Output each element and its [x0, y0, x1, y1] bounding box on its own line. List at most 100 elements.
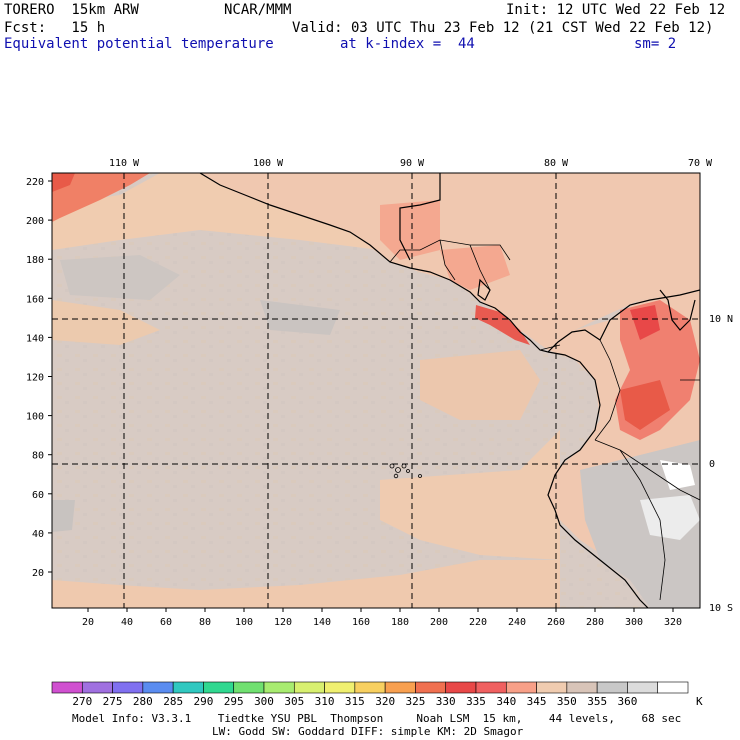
colorbar-swatch [354, 681, 386, 694]
model-name: TORERO 15km ARW [4, 2, 139, 18]
colorbar-swatch [172, 681, 204, 694]
cool-patch-1 [60, 255, 180, 300]
x-tick-label: 80 [199, 617, 211, 628]
y-tick-label: 60 [32, 490, 44, 501]
colorbar-label: 295 [224, 695, 244, 708]
colorbar-unit: K [696, 695, 703, 708]
x-tick-label: 200 [430, 617, 448, 628]
hot-patch-northwest [52, 173, 150, 222]
x-tick-label: 160 [352, 617, 370, 628]
x-tick-label: 260 [547, 617, 565, 628]
colorbar-swatch [384, 681, 416, 694]
coastlines [199, 173, 700, 608]
physics-info: LW: Godd SW: Goddard DIFF: simple KM: 2D… [212, 725, 524, 738]
warm-band-east [380, 430, 560, 560]
colorbar-label: 325 [405, 695, 425, 708]
y-tick-label: 100 [26, 412, 44, 423]
cold-patch-andes [640, 495, 700, 540]
hot-land-costa-rica [475, 305, 530, 345]
y-grid-ticks: 220 200 180 160 140 120 100 80 60 40 20 [26, 177, 52, 579]
map-frame [51, 172, 701, 609]
y-tick-label: 40 [32, 529, 44, 540]
model-info: Model Info: V3.3.1 Tiedtke YSU PBL Thomp… [72, 712, 682, 725]
lon-label: 100 W [253, 158, 284, 169]
forecast-hour: Fcst: 15 h [4, 20, 106, 36]
warm-band-west [52, 300, 160, 345]
colorbar-label: 305 [284, 695, 304, 708]
colorbar-label: 340 [496, 695, 516, 708]
colorbar-swatch [263, 681, 295, 694]
x-tick-label: 280 [586, 617, 604, 628]
lon-label: 70 W [688, 158, 713, 169]
colorbar-swatch [627, 681, 659, 694]
warm-band-south [52, 560, 560, 608]
x-tick-label: 300 [625, 617, 643, 628]
colorbar-label: 310 [315, 695, 335, 708]
colorbar-label: 350 [557, 695, 577, 708]
x-tick-label: 320 [664, 617, 682, 628]
graticule [52, 173, 700, 608]
y-tick-label: 140 [26, 333, 44, 344]
colorbar-swatch [415, 681, 447, 694]
colorbar-swatch [51, 681, 83, 694]
y-tick-label: 160 [26, 294, 44, 305]
x-tick-label: 120 [274, 617, 292, 628]
colorbar-swatch [475, 681, 507, 694]
lat-label: 10 N [709, 314, 733, 325]
colorbar-label: 290 [193, 695, 213, 708]
colorbar-label: 315 [345, 695, 365, 708]
country-borders [389, 239, 700, 601]
cool-patch-2 [260, 300, 340, 335]
colorbar-swatch [324, 681, 356, 694]
valid-time: Valid: 03 UTC Thu 23 Feb 12 (21 CST Wed … [292, 20, 714, 36]
colorbar-swatch [233, 681, 265, 694]
cool-patch-3 [52, 500, 75, 532]
map-plot-area [52, 173, 700, 608]
x-tick-label: 180 [391, 617, 409, 628]
x-tick-label: 40 [121, 617, 133, 628]
colorbar-label: 330 [436, 695, 456, 708]
smoothing-info: sm= 2 [634, 36, 677, 52]
latitude-labels: 10 N 0 10 S [709, 314, 733, 614]
x-tick-label: 60 [160, 617, 172, 628]
colorbar-label: 285 [163, 695, 183, 708]
longitude-labels: 110 W 100 W 90 W 80 W 70 W [109, 158, 713, 169]
lon-label: 90 W [400, 158, 425, 169]
lat-label: 0 [709, 459, 715, 470]
x-tick-label: 220 [469, 617, 487, 628]
colorbar-swatch [203, 681, 235, 694]
colorbar-label: 280 [133, 695, 153, 708]
y-tick-label: 20 [32, 568, 44, 579]
x-tick-label: 240 [508, 617, 526, 628]
x-tick-label: 20 [82, 617, 94, 628]
colorbar-label: 360 [617, 695, 637, 708]
x-tick-label: 140 [313, 617, 331, 628]
lon-label: 110 W [109, 158, 140, 169]
colorbar-label: 335 [466, 695, 486, 708]
init-time: Init: 12 UTC Wed 22 Feb 12 [506, 2, 726, 18]
warm-land-yucatan [380, 200, 440, 260]
y-tick-label: 200 [26, 216, 44, 227]
colorbar-swatch [596, 681, 628, 694]
y-tick-label: 120 [26, 373, 44, 384]
colorbar-swatch [445, 681, 477, 694]
colorbar-swatch [505, 681, 537, 694]
organization: NCAR/MMM [224, 2, 292, 18]
colorbar-swatch [657, 681, 689, 694]
colorbar-label: 275 [103, 695, 123, 708]
y-tick-label: 220 [26, 177, 44, 188]
colorbar-swatch [566, 681, 598, 694]
level-info: at k-index = 44 [340, 36, 475, 52]
colorbar-swatch [112, 681, 144, 694]
colorbar: 270 275 280 285 290 295 300 305 310 315 320 325 330 3… [51, 681, 689, 708]
lat-label: 10 S [709, 603, 733, 614]
colorbar-label: 270 [72, 695, 92, 708]
colorbar-label: 300 [254, 695, 274, 708]
colorbar-swatch [142, 681, 174, 694]
lon-label: 80 W [544, 158, 569, 169]
y-tick-label: 80 [32, 451, 44, 462]
colorbar-label: 320 [375, 695, 395, 708]
colorbar-swatch [536, 681, 568, 694]
warm-band-mid [420, 350, 540, 420]
